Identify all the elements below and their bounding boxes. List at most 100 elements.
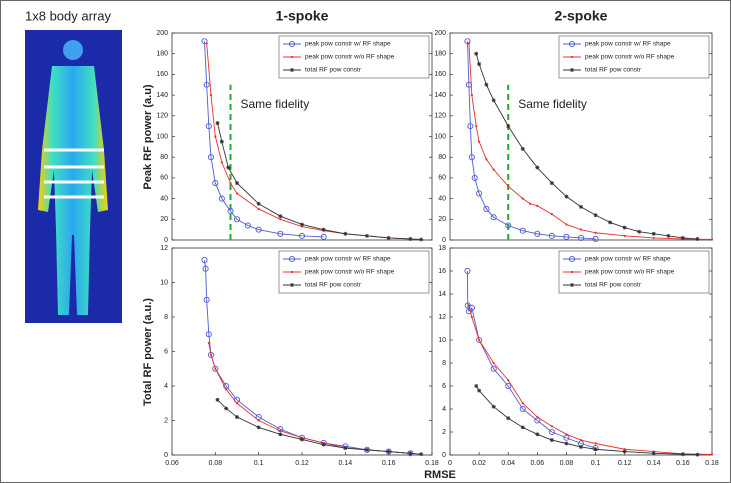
marker (257, 207, 260, 211)
body-image (25, 30, 122, 323)
marker (710, 453, 714, 456)
annotation: Same fidelity (241, 97, 310, 111)
series (467, 42, 714, 241)
y-tick-label: 20 (160, 216, 168, 223)
marker (505, 222, 512, 229)
marker (608, 220, 613, 225)
series-line (217, 122, 422, 240)
marker (300, 225, 304, 228)
legend-label: peak pow constr w/ RF shape (585, 256, 671, 263)
marker (321, 227, 326, 232)
y-tick-label: 80 (160, 154, 168, 161)
marker (298, 232, 306, 239)
x-tick-label: 0.06 (531, 460, 545, 467)
marker (225, 388, 228, 391)
marker (484, 82, 489, 87)
legend-label: total RF pow constr (305, 67, 362, 74)
y-axis-label: Peak RF power (a.u) (142, 84, 154, 189)
marker (570, 68, 574, 72)
marker (710, 238, 714, 241)
marker (474, 384, 479, 388)
series-line (475, 385, 698, 456)
marker (235, 181, 239, 186)
marker (577, 234, 585, 241)
marker (464, 38, 471, 45)
marker (623, 234, 626, 237)
series-line (467, 41, 596, 240)
y-tick-label: 2 (164, 417, 168, 424)
marker (288, 40, 296, 48)
y-tick-label: 160 (434, 71, 446, 78)
marker (550, 213, 553, 216)
marker (386, 235, 391, 240)
legend-label: peak pow constr w/o RF shape (305, 54, 395, 61)
legend (558, 35, 710, 79)
marker (594, 442, 597, 445)
marker (279, 429, 282, 432)
y-tick-label: 4 (164, 383, 168, 390)
marker (521, 402, 524, 405)
marker (235, 402, 239, 405)
marker (257, 419, 260, 422)
y-tick-label: 80 (438, 154, 446, 161)
marker (483, 205, 490, 212)
series-line (467, 270, 596, 449)
series (474, 384, 700, 457)
marker (419, 237, 424, 242)
y-tick-label: 10 (438, 337, 446, 344)
marker (568, 255, 576, 263)
marker (680, 452, 685, 457)
marker (579, 438, 583, 442)
legend (558, 250, 710, 294)
y-tick-label: 140 (434, 92, 446, 99)
marker (505, 382, 512, 390)
marker (548, 232, 555, 239)
marker (536, 204, 539, 207)
marker (321, 442, 326, 447)
marker (233, 216, 241, 223)
marker (491, 404, 496, 409)
marker (343, 446, 348, 451)
marker (203, 296, 210, 303)
marker (568, 40, 576, 48)
marker (244, 222, 251, 229)
y-axis-label: Total RF power (a.u.) (142, 298, 154, 406)
y-tick-label: 2 (442, 429, 446, 436)
marker (226, 165, 231, 170)
series-line (475, 53, 698, 240)
legend-marker (290, 55, 294, 59)
marker (623, 448, 626, 451)
marker (520, 146, 525, 151)
column-title: 1-spoke (276, 8, 329, 24)
marker (220, 161, 223, 164)
marker (579, 444, 583, 449)
marker (207, 154, 215, 161)
marker (474, 51, 479, 56)
x-tick-label: 0.06 (165, 460, 179, 467)
legend (278, 250, 430, 294)
marker (594, 231, 597, 234)
x-tick-label: 0.08 (209, 460, 223, 467)
marker (695, 452, 700, 457)
marker (464, 267, 471, 275)
series (464, 38, 599, 243)
marker (290, 270, 294, 274)
series (474, 51, 700, 241)
x-tick-label: 0.18 (705, 460, 719, 467)
marker (278, 214, 283, 219)
marker (593, 447, 598, 452)
marker (278, 432, 283, 437)
marker (255, 226, 262, 233)
y-tick-label: 0 (442, 237, 446, 244)
series-line (468, 305, 713, 455)
marker (535, 165, 540, 170)
legend-marker (570, 68, 574, 72)
marker (478, 338, 481, 342)
marker (256, 425, 261, 430)
marker (290, 55, 294, 59)
marker (478, 140, 481, 143)
marker (565, 223, 568, 226)
marker (212, 180, 219, 187)
y-tick-label: 6 (442, 383, 446, 390)
marker (622, 449, 627, 454)
